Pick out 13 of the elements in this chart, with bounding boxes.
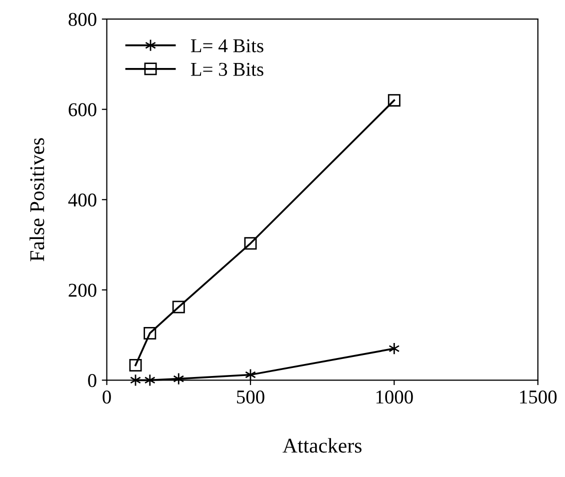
y-axis-title: False Positives: [30, 138, 44, 262]
y-tick-label: 800: [68, 12, 96, 26]
x-axis-title: Attackers: [282, 438, 362, 453]
x-tick-label: 0: [102, 390, 111, 404]
x-tick-label: 1500: [520, 390, 557, 404]
x-tick-label: 1000: [376, 390, 413, 404]
legend-label: L= 3 Bits: [190, 62, 264, 76]
y-tick-label: 0: [88, 374, 96, 388]
y-tick-label: 600: [68, 103, 96, 116]
x-tick-label: 500: [237, 390, 264, 404]
legend-label: L= 4 Bits: [190, 39, 264, 52]
y-tick-label: 200: [68, 284, 96, 297]
y-tick-label: 400: [68, 193, 96, 207]
